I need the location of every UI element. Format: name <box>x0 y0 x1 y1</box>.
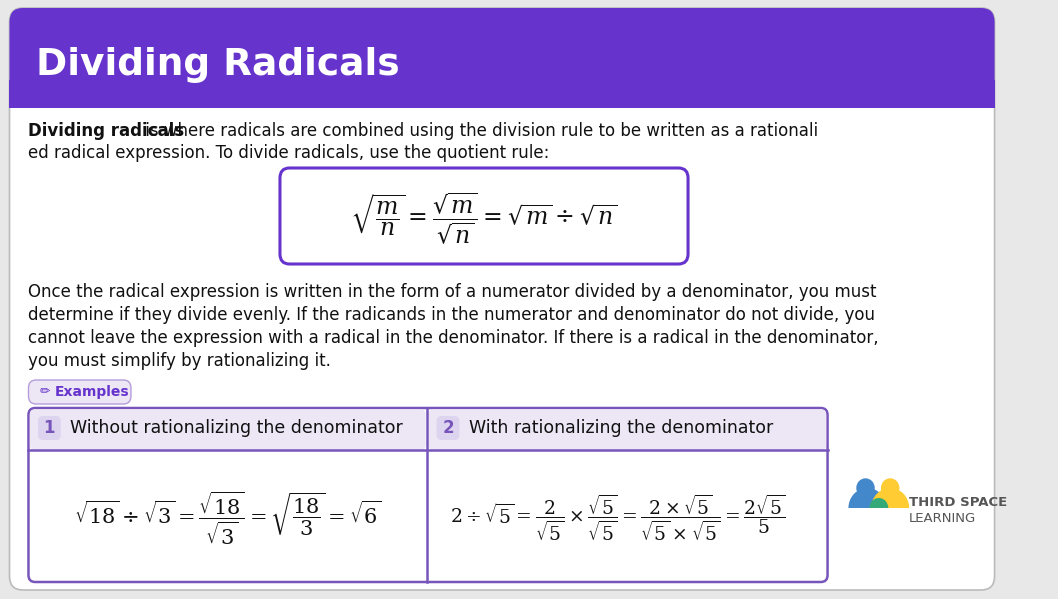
Text: Dividing Radicals: Dividing Radicals <box>36 47 400 83</box>
Text: Examples: Examples <box>55 385 130 399</box>
FancyBboxPatch shape <box>437 416 459 440</box>
FancyBboxPatch shape <box>29 380 131 404</box>
Text: Without rationalizing the denominator: Without rationalizing the denominator <box>70 419 403 437</box>
FancyBboxPatch shape <box>38 416 60 440</box>
Wedge shape <box>871 488 909 508</box>
FancyBboxPatch shape <box>428 410 826 450</box>
FancyBboxPatch shape <box>29 408 827 582</box>
Text: is where radicals are combined using the division rule to be written as a ration: is where radicals are combined using the… <box>141 122 819 140</box>
Text: Once the radical expression is written in the form of a numerator divided by a d: Once the radical expression is written i… <box>29 283 877 301</box>
Text: Dividing radicals: Dividing radicals <box>29 122 184 140</box>
Text: 2: 2 <box>442 419 454 437</box>
Text: you must simplify by rationalizing it.: you must simplify by rationalizing it. <box>29 352 331 370</box>
FancyBboxPatch shape <box>30 410 425 450</box>
Text: $2 \div \sqrt{5} = \dfrac{2}{\sqrt{5}} \times \dfrac{\sqrt{5}}{\sqrt{5}} = \dfra: $2 \div \sqrt{5} = \dfrac{2}{\sqrt{5}} \… <box>450 493 785 543</box>
Text: THIRD SPACE: THIRD SPACE <box>909 495 1007 509</box>
Text: ed radical expression. To divide radicals, use the quotient rule:: ed radical expression. To divide radical… <box>29 144 550 162</box>
Circle shape <box>881 479 898 497</box>
Circle shape <box>857 479 874 497</box>
Text: 1: 1 <box>43 419 55 437</box>
FancyBboxPatch shape <box>10 8 995 590</box>
Text: LEARNING: LEARNING <box>909 512 977 525</box>
Text: $\sqrt{18} \div \sqrt{3} = \dfrac{\sqrt{18}}{\sqrt{3}} = \sqrt{\dfrac{18}{3}} = : $\sqrt{18} \div \sqrt{3} = \dfrac{\sqrt{… <box>74 489 382 546</box>
Text: determine if they divide evenly. If the radicands in the numerator and denominat: determine if they divide evenly. If the … <box>29 306 875 324</box>
Text: ✏: ✏ <box>40 386 51 398</box>
Wedge shape <box>870 498 889 508</box>
FancyBboxPatch shape <box>10 8 995 108</box>
Bar <box>10 80 995 108</box>
FancyBboxPatch shape <box>280 168 688 264</box>
Text: $\sqrt{\dfrac{m}{n}} = \dfrac{\sqrt{m}}{\sqrt{n}} = \sqrt{m} \div \sqrt{n}$: $\sqrt{\dfrac{m}{n}} = \dfrac{\sqrt{m}}{… <box>350 190 618 246</box>
Text: cannot leave the expression with a radical in the denominator. If there is a rad: cannot leave the expression with a radic… <box>29 329 879 347</box>
Text: With rationalizing the denominator: With rationalizing the denominator <box>469 419 773 437</box>
Wedge shape <box>849 488 887 508</box>
